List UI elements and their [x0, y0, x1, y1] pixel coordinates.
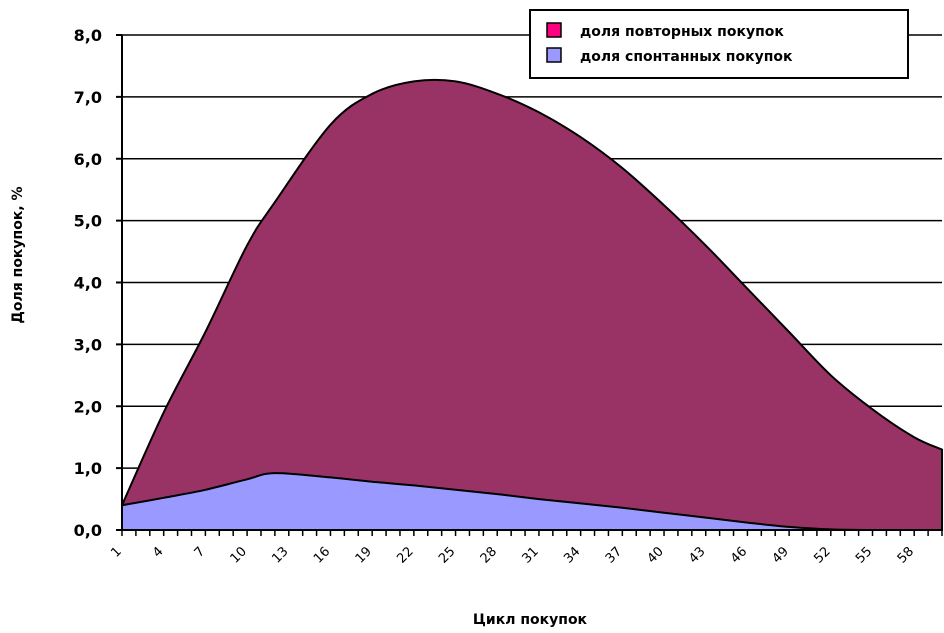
legend-label-repeat: доля повторных покупок [580, 24, 784, 40]
x-tick-label: 55 [853, 544, 875, 566]
legend-box [529, 9, 909, 79]
area-repeat-purchases [121, 78, 943, 531]
legend-label-spontaneous: доля спонтанных покупок [580, 49, 793, 65]
area-series [121, 78, 943, 532]
x-axis-title: Цикл покупок [473, 612, 588, 628]
x-tick-label: 16 [311, 544, 333, 566]
y-tick-label: 7,0 [74, 88, 102, 107]
x-tick-label: 43 [686, 544, 708, 566]
y-tick-label: 2,0 [74, 397, 102, 416]
x-tick-label: 10 [228, 544, 250, 566]
x-tick-label: 49 [770, 544, 792, 566]
y-tick-labels: 0,0 1,0 2,0 3,0 4,0 5,0 6,0 7,0 8,0 [74, 26, 102, 540]
x-tick-label: 25 [436, 544, 458, 566]
area-spontaneous-outline [121, 472, 942, 532]
legend-swatch-repeat [546, 22, 562, 38]
y-tick-label: 6,0 [74, 150, 102, 169]
y-tick-label: 5,0 [74, 212, 102, 231]
x-tick-label: 58 [895, 544, 917, 566]
x-tick-label: 28 [478, 544, 500, 566]
x-tick-label: 52 [811, 544, 833, 566]
legend-swatch-spontaneous [546, 47, 562, 63]
x-tick-label: 31 [519, 544, 541, 566]
x-tick-label: 1 [108, 544, 124, 560]
x-tick-label: 37 [603, 544, 625, 566]
y-axis-title: Доля покупок, % [10, 186, 26, 323]
y-tick-label: 1,0 [74, 459, 102, 478]
x-tick-label: 22 [394, 544, 416, 566]
area-spontaneous-purchases [122, 473, 942, 531]
axes [116, 34, 943, 536]
x-tick-label: 46 [728, 544, 750, 566]
y-tick-label: 0,0 [74, 521, 102, 540]
legend: доля повторных покупок доля спонтанных п… [529, 9, 909, 79]
y-tick-label: 3,0 [74, 335, 102, 354]
x-tick-label: 40 [645, 544, 667, 566]
x-tick-label: 7 [192, 544, 208, 560]
y-tick-label: 8,0 [74, 26, 102, 45]
x-tick-label: 19 [353, 544, 375, 566]
y-tick-label: 4,0 [74, 274, 102, 293]
x-tick-label: 34 [561, 544, 583, 566]
x-tick-label: 4 [150, 544, 166, 560]
x-tick-label: 13 [269, 544, 291, 566]
x-tick-labels: 1 4 7 10 13 16 19 22 25 28 31 34 37 40 43 46 49 52 55 58 [108, 544, 917, 566]
